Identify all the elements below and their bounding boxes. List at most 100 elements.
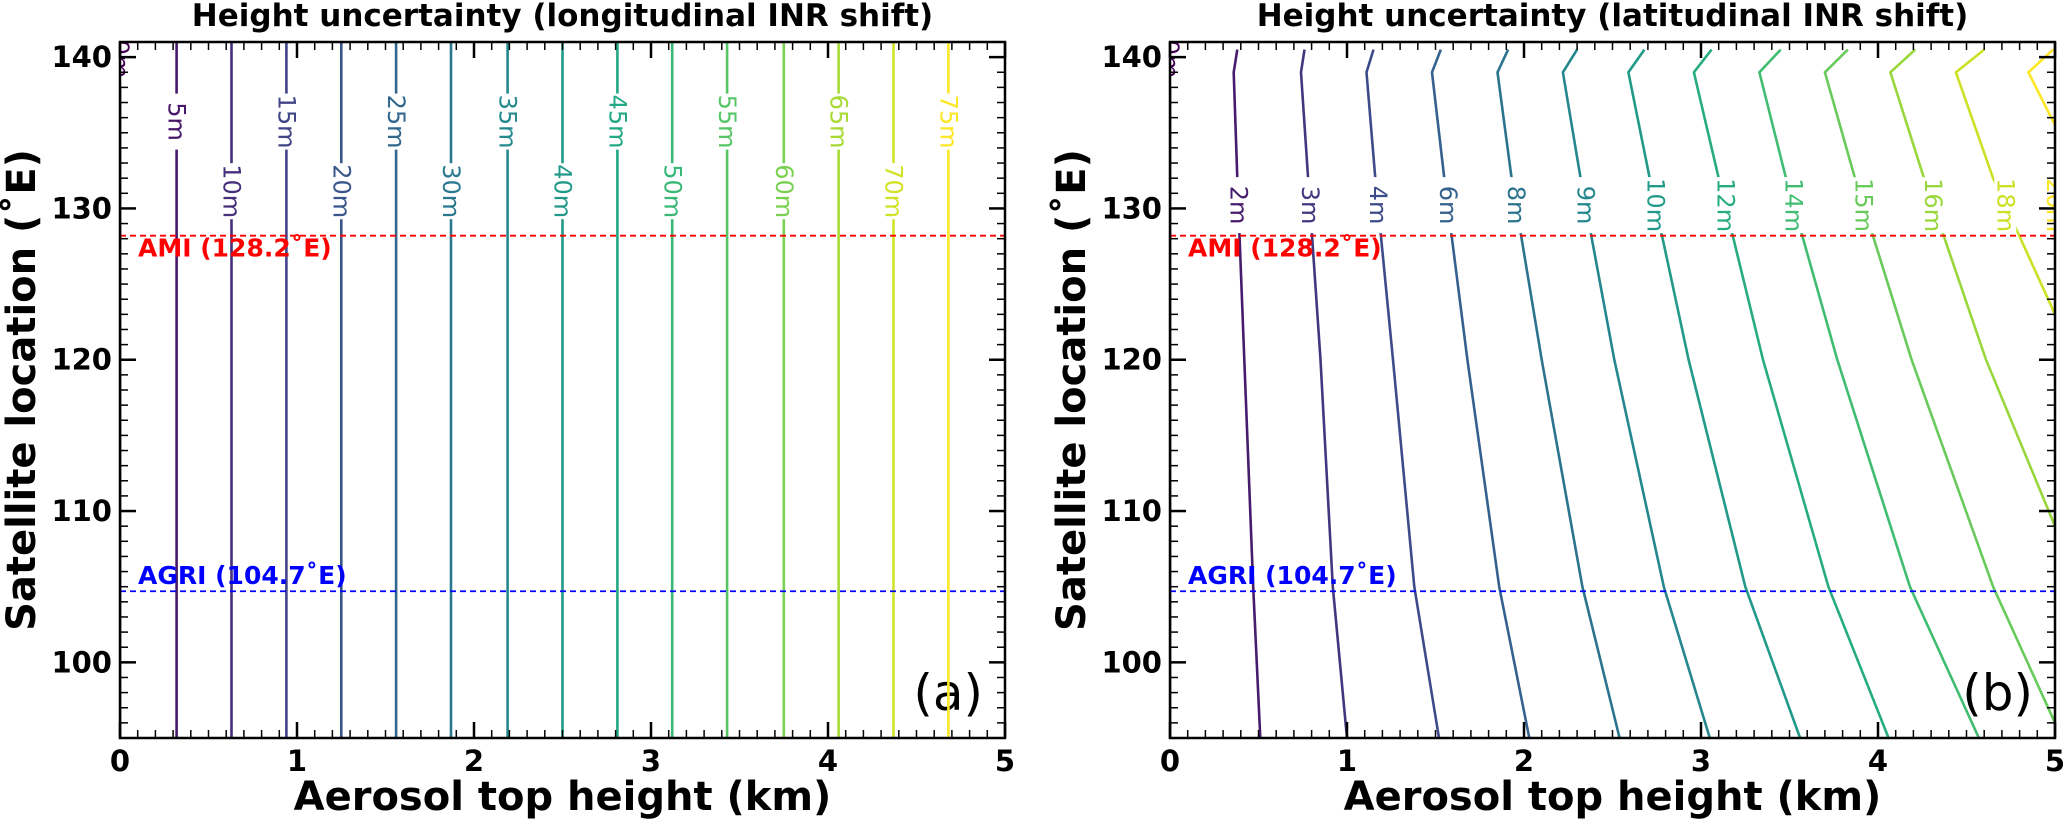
contour-label: 3m — [1296, 186, 1324, 225]
contour-label-gap — [1505, 177, 1528, 234]
contour-label-gap — [827, 93, 850, 150]
y-tick-label: 140 — [51, 40, 112, 74]
contour-label-gap — [772, 163, 795, 220]
contour-label-gap — [1436, 177, 1459, 234]
panel-b: Height uncertainty (latitudinal INR shif… — [1048, 0, 2067, 820]
contour-label: 10m — [1641, 178, 1669, 232]
contour-label-gap — [1644, 177, 1667, 234]
contour-label: 0m — [1156, 40, 1184, 79]
contour-label: 10m — [218, 164, 246, 218]
contour-label-gap — [220, 163, 243, 220]
contour-label-gap — [1852, 177, 1875, 234]
contour-label-gap — [882, 163, 905, 220]
contour-line — [1365, 49, 1441, 738]
contour-label: 75m — [934, 95, 962, 149]
contour-label-gap — [385, 93, 408, 150]
y-tick-label: 110 — [51, 494, 112, 528]
contour-label-gap — [1170, 42, 1181, 87]
contour-line — [1430, 49, 1531, 738]
contour-label-gap — [716, 93, 739, 150]
contour-label: 12m — [1711, 178, 1739, 232]
contour-label: 9m — [1572, 186, 1600, 225]
contour-line — [1232, 49, 1262, 738]
contour-label: 4m — [1364, 186, 1392, 225]
y-tick-label: 120 — [1101, 343, 1162, 377]
contour-label-gap — [1994, 177, 2017, 234]
contour-group: 0m 5m 10m 15m 20m 25m 30m 35m 40m 45m 50m 55m 60m 65m… — [106, 40, 962, 738]
x-tick-label: 0 — [1160, 744, 1180, 778]
contour-label: 14m — [1780, 178, 1808, 232]
contour-label: 30m — [437, 164, 465, 218]
contour-label-gap — [1298, 177, 1321, 234]
contour-label-gap — [330, 163, 353, 220]
contour-label: 50m — [658, 164, 686, 218]
contour-line — [1692, 48, 1890, 738]
contour-label: 20m — [327, 164, 355, 218]
reference-line-label: AGRI (104.7˚E) — [1188, 561, 1397, 590]
reference-line-label: AGRI (104.7˚E) — [138, 561, 347, 590]
y-tick-label: 120 — [51, 343, 112, 377]
contour-label: 2m — [1224, 186, 1252, 225]
contour-label: 5m — [163, 102, 191, 141]
contour-label: 25m — [382, 95, 410, 149]
y-axis-label: Satellite location (˚E) — [0, 149, 45, 631]
contour-label: 15m — [1849, 178, 1877, 232]
x-tick-label: 5 — [2045, 744, 2065, 778]
contour-label-gap — [496, 93, 519, 150]
contour-label-gap — [1366, 177, 1389, 234]
contour-label: 20m — [2041, 178, 2067, 232]
chart-title: Height uncertainty (latitudinal INR shif… — [1257, 0, 1969, 34]
contour-label: 40m — [549, 164, 577, 218]
y-axis-label: Satellite location (˚E) — [1048, 149, 1095, 631]
contour-line — [1561, 48, 1712, 738]
x-tick-label: 2 — [464, 744, 484, 778]
contour-label-gap — [937, 93, 960, 150]
contour-label-gap — [120, 42, 131, 87]
contour-line — [1299, 49, 1349, 738]
y-tick-label: 100 — [51, 645, 112, 679]
contour-label: 60m — [770, 164, 798, 218]
reference-line-label: AMI (128.2˚E) — [1188, 234, 1382, 263]
contour-label-gap — [661, 163, 684, 220]
x-tick-label: 5 — [995, 744, 1015, 778]
x-tick-label: 2 — [1514, 744, 1534, 778]
panel-label: (b) — [1962, 664, 2033, 722]
x-axis-label: Aerosol top height (km) — [1344, 774, 1882, 820]
contour-line — [1496, 49, 1621, 738]
y-tick-label: 130 — [51, 191, 112, 225]
contour-label: 8m — [1502, 186, 1530, 225]
x-tick-label: 3 — [641, 744, 661, 778]
contour-label: 15m — [272, 95, 300, 149]
x-tick-label: 1 — [1337, 744, 1357, 778]
contour-label-gap — [1227, 177, 1250, 234]
x-tick-label: 3 — [1691, 744, 1711, 778]
contour-label-gap — [606, 93, 629, 150]
y-tick-label: 130 — [1101, 191, 1162, 225]
contour-label: 45m — [603, 95, 631, 149]
y-tick-label: 100 — [1101, 645, 1162, 679]
contour-label: 35m — [494, 95, 522, 149]
contour-label-gap — [275, 93, 298, 150]
contour-label-gap — [1782, 177, 1805, 234]
contour-label: 0m — [106, 40, 134, 79]
contour-label-gap — [165, 93, 188, 150]
contour-label-gap — [1574, 177, 1597, 234]
contour-line — [1757, 48, 1981, 738]
contour-label: 18m — [1991, 178, 2019, 232]
contour-line — [1954, 48, 2055, 315]
contour-line — [1823, 48, 2055, 724]
chart-title: Height uncertainty (longitudinal INR shi… — [192, 0, 933, 34]
contour-group: 0m 2m 3m 4m 6m 8m 9m 10m 12m 14m 15m 16m 18m 20m — [1156, 40, 2067, 738]
contour-label: 65m — [825, 95, 853, 149]
panel-a: Height uncertainty (longitudinal INR shi… — [0, 0, 1015, 820]
contour-line — [1627, 48, 1802, 738]
contour-label: 70m — [879, 164, 907, 218]
y-tick-label: 140 — [1101, 40, 1162, 74]
x-axis-label: Aerosol top height (km) — [294, 774, 832, 820]
contour-label: 6m — [1434, 186, 1462, 225]
y-tick-label: 110 — [1101, 494, 1162, 528]
contour-label-gap — [1922, 177, 1945, 234]
contour-label-gap — [1714, 177, 1737, 234]
x-tick-label: 1 — [287, 744, 307, 778]
